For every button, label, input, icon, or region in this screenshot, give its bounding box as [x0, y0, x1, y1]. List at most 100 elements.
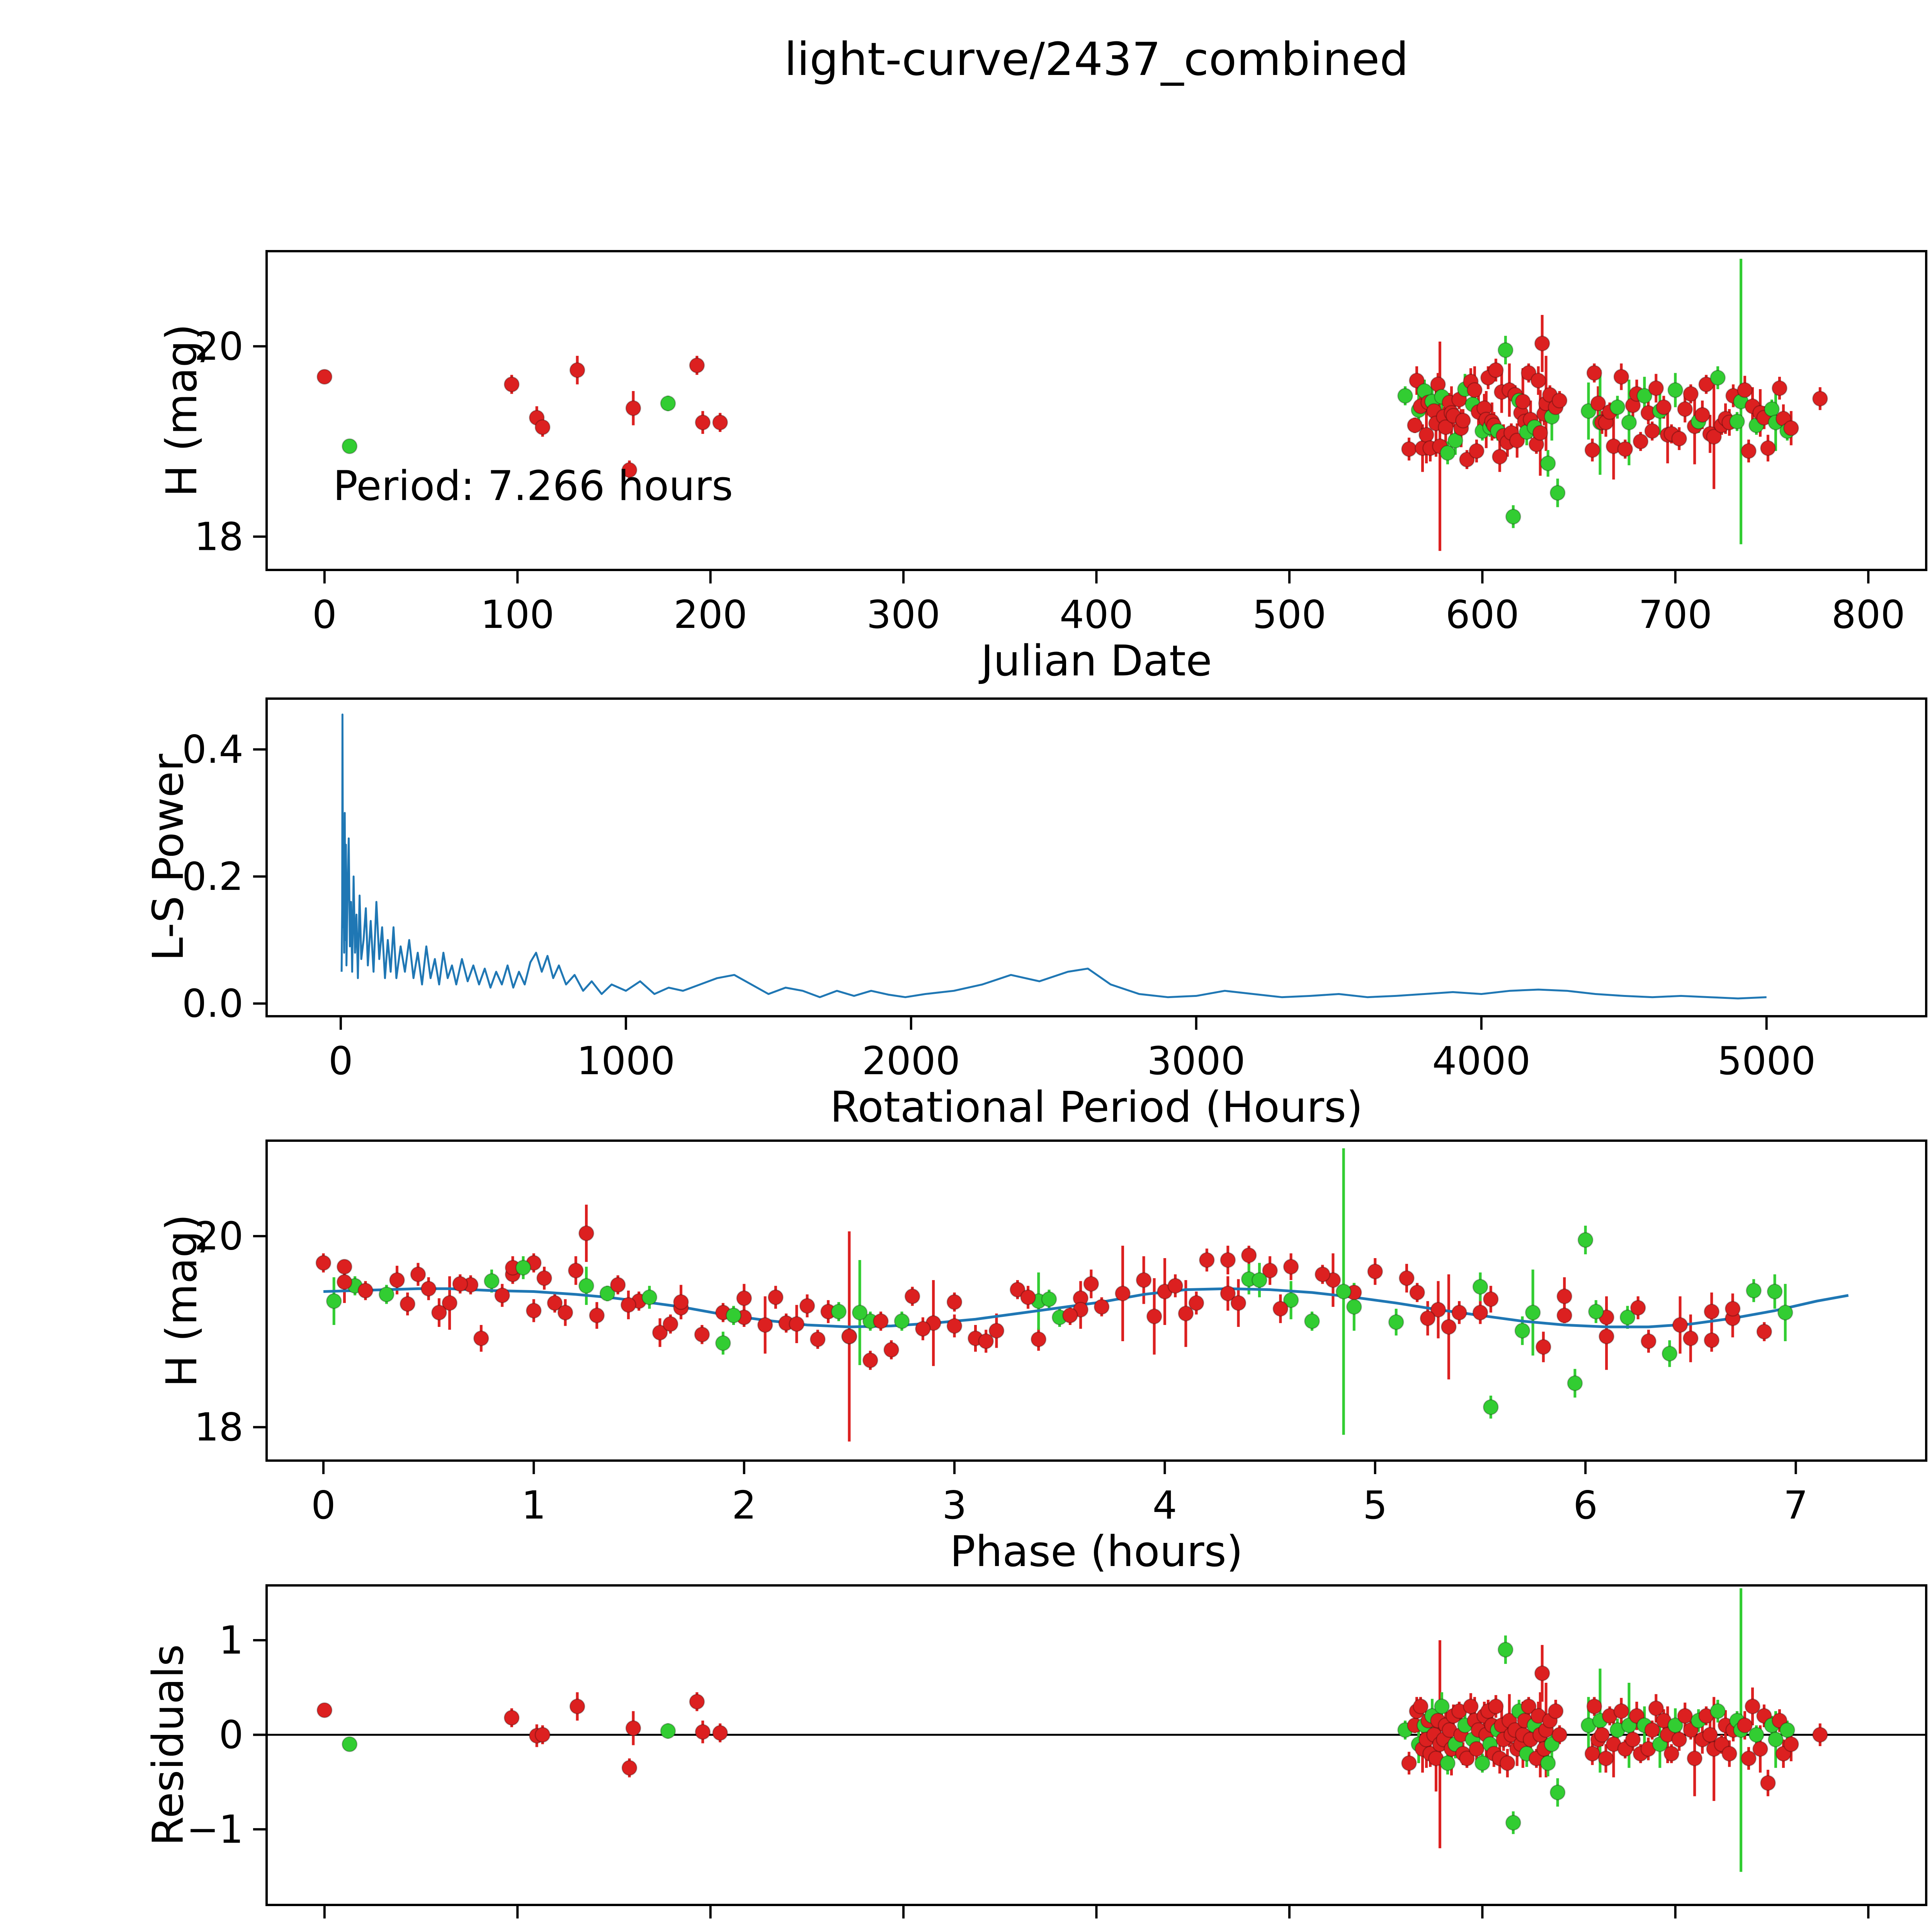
- fit-curve: [323, 1287, 1849, 1328]
- x-tick-label: 0: [311, 1483, 336, 1528]
- data-point-r: [534, 419, 551, 435]
- data-point-r: [625, 400, 641, 416]
- data-point-g: [483, 1273, 500, 1289]
- data-point-r: [988, 1323, 1005, 1339]
- data-point-g: [326, 1293, 342, 1309]
- data-point-r: [1031, 1331, 1047, 1347]
- data-point-r: [1409, 1284, 1425, 1301]
- data-point-g: [1588, 1303, 1604, 1320]
- xlabel-phased: Phase (hours): [950, 1527, 1243, 1576]
- data-point-r: [1136, 1272, 1152, 1288]
- data-point-r: [1551, 393, 1568, 409]
- data-point-r: [789, 1316, 805, 1332]
- data-point-r: [1698, 376, 1714, 393]
- data-point-r: [1188, 1295, 1204, 1311]
- axes-frame: [265, 697, 1927, 1017]
- data-point-g: [1540, 455, 1556, 471]
- data-point-r: [1230, 1295, 1247, 1311]
- ylabel-residuals: Residuals: [143, 1644, 193, 1846]
- data-point-r: [1430, 1301, 1446, 1318]
- data-point-r: [1704, 1303, 1720, 1320]
- data-point-r: [1220, 1252, 1236, 1268]
- data-point-r: [610, 1277, 626, 1293]
- data-point-r: [1437, 419, 1454, 435]
- data-point-r: [1367, 1264, 1383, 1280]
- data-point-g: [1619, 1309, 1636, 1325]
- data-point-r: [736, 1290, 752, 1306]
- x-tick-label: 200: [673, 1927, 747, 1932]
- data-point-r: [526, 1303, 542, 1319]
- data-point-r: [1551, 1727, 1568, 1743]
- x-tick-label: 3: [942, 1483, 967, 1528]
- data-point-r: [1672, 1317, 1688, 1333]
- data-point-g: [1251, 1272, 1267, 1288]
- data-point-r: [695, 1724, 711, 1740]
- data-point-r: [1599, 1328, 1615, 1345]
- data-point-g: [1567, 1375, 1583, 1391]
- x-tick-label: 4: [1153, 1483, 1177, 1528]
- data-point-r: [810, 1331, 826, 1347]
- subplot-residuals: 0 100 200 300 400 500 600 700 800 −1 0 1: [187, 1584, 1927, 1932]
- data-point-r: [1687, 1750, 1703, 1767]
- data-point-r: [569, 1698, 585, 1714]
- data-point-r: [1115, 1285, 1131, 1301]
- data-point-r: [621, 1760, 638, 1776]
- data-point-r: [1613, 1703, 1629, 1719]
- data-point-r: [978, 1333, 994, 1349]
- data-point-r: [589, 1307, 605, 1323]
- x-tick-label: 600: [1446, 592, 1519, 637]
- data-point-g: [660, 395, 676, 412]
- data-point-g: [1472, 1279, 1488, 1295]
- ylabel-lightcurve: H (mag): [157, 324, 206, 497]
- data-point-r: [1283, 1259, 1299, 1275]
- data-point-r: [1677, 401, 1693, 417]
- x-tick-label: 800: [1832, 592, 1905, 637]
- data-point-r: [536, 1270, 553, 1286]
- data-point-g: [1667, 382, 1684, 398]
- data-point-g: [1662, 1345, 1678, 1362]
- data-point-g: [660, 1723, 676, 1739]
- data-point-r: [673, 1294, 689, 1310]
- data-point-r: [620, 1297, 636, 1313]
- data-point-r: [1760, 440, 1776, 456]
- y-tick-label: 0.4: [182, 727, 243, 772]
- data-point-r: [1220, 1285, 1236, 1301]
- data-point-g: [1505, 509, 1521, 525]
- data-point-r: [1812, 391, 1828, 407]
- data-point-r: [904, 1288, 920, 1304]
- data-point-r: [1617, 441, 1633, 457]
- data-point-r: [1613, 369, 1629, 385]
- data-point-r: [1584, 1746, 1600, 1762]
- ylabel-phased: H (mag): [157, 1214, 206, 1387]
- data-point-r: [1556, 1288, 1573, 1304]
- y-tick-label: 0: [219, 1712, 243, 1757]
- data-point-r: [625, 1720, 641, 1736]
- data-point-g: [1540, 1755, 1556, 1771]
- data-point-r: [1677, 1708, 1693, 1724]
- data-point-r: [1737, 1717, 1753, 1733]
- data-point-r: [946, 1318, 963, 1334]
- data-point-r: [336, 1274, 352, 1290]
- data-point-r: [1083, 1276, 1099, 1292]
- data-point-r: [547, 1295, 563, 1311]
- data-point-r: [757, 1317, 773, 1333]
- data-point-g: [1746, 1282, 1762, 1299]
- data-point-r: [1468, 443, 1485, 459]
- data-point-g: [1609, 399, 1626, 415]
- x-tick-label: 3000: [1147, 1038, 1246, 1083]
- data-point-g: [599, 1285, 616, 1301]
- data-point-g: [578, 1278, 594, 1294]
- data-point-g: [1767, 1731, 1784, 1748]
- data-point-r: [1534, 1665, 1550, 1682]
- data-point-r: [1630, 1300, 1646, 1316]
- data-point-r: [689, 1694, 705, 1710]
- data-point-r: [1682, 1330, 1699, 1347]
- data-point-r: [712, 1725, 728, 1741]
- data-point-r: [316, 1702, 333, 1718]
- data-point-g: [1283, 1292, 1299, 1308]
- data-point-g: [1041, 1291, 1057, 1307]
- data-point-r: [1725, 1301, 1741, 1317]
- data-point-r: [1463, 1698, 1479, 1714]
- data-point-g: [641, 1289, 658, 1305]
